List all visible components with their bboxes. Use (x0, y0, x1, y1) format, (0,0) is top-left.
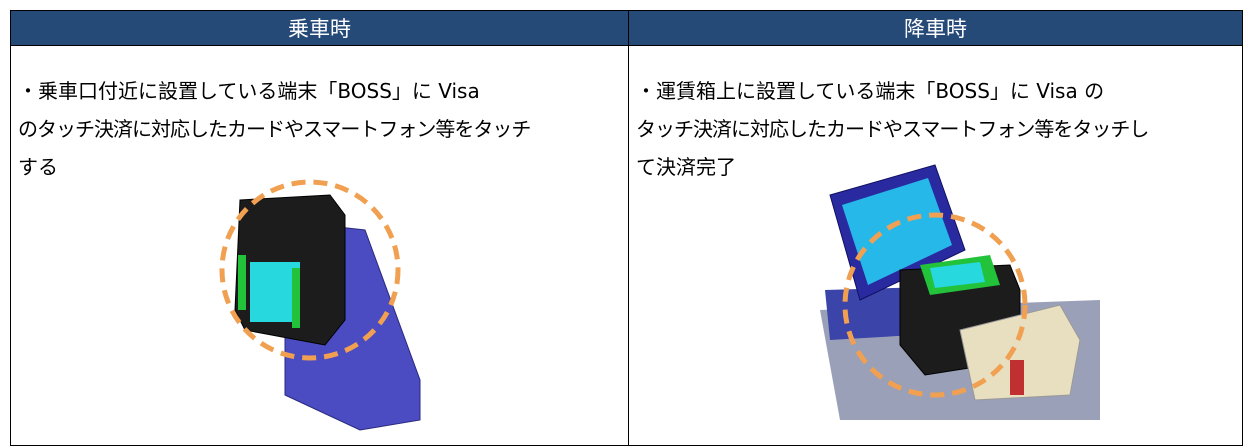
text-line: する (18, 155, 58, 179)
header-cell: 降車時 (628, 10, 1243, 46)
text-line: ・運賃箱上に設置している端末「BOSS」に Visa の (636, 79, 1105, 103)
boss-reader-boarding (219, 179, 421, 431)
text-line: タッチ決済に対応したカードやスマートフォン等をタッチし (636, 117, 1149, 141)
boss-reader-alighting (820, 164, 1100, 420)
text-line: て決済完了 (636, 155, 736, 179)
text-line: のタッチ決済に対応したカードやスマートフォン等をタッチ (18, 117, 531, 141)
text-line: ・乗車口付近に設置している端末「BOSS」に Visa (18, 79, 480, 103)
header-cell: 乗車時 (10, 10, 629, 46)
